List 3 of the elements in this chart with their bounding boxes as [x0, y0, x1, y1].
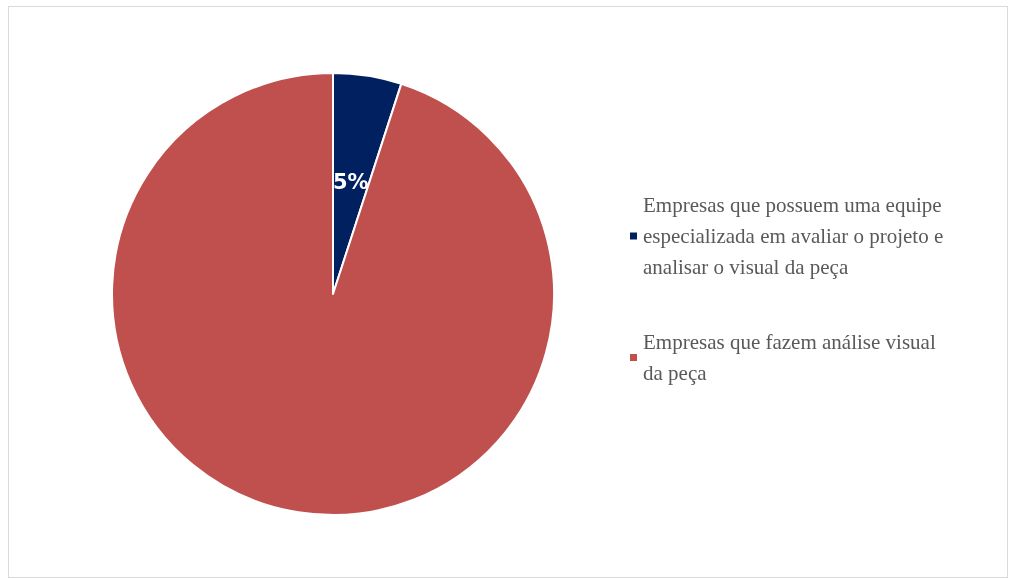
data-label: 5%	[332, 169, 369, 194]
legend-label: Empresas que possuem uma equipe especializada em avaliar o projeto e analisar o visual da peça	[643, 193, 949, 279]
legend-label: Empresas que fazem análise visual da peça	[643, 330, 941, 385]
